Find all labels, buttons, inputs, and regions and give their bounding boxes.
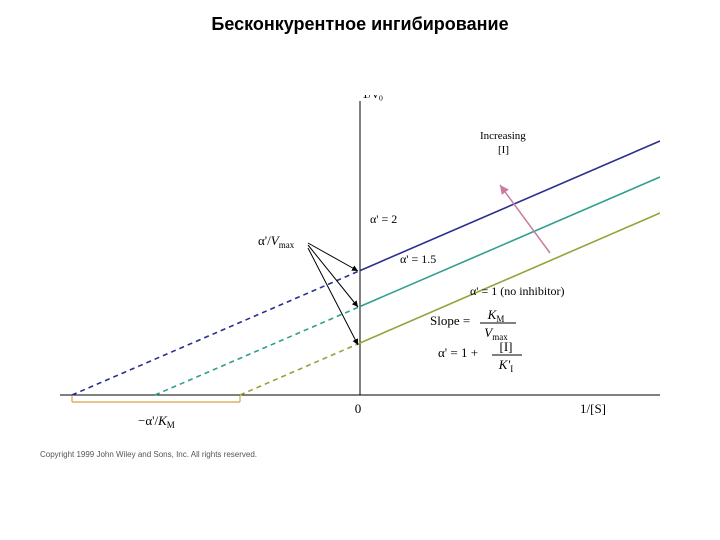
line-label-alpha-1p5: α' = 1.5: [400, 252, 436, 266]
svg-text:[I]: [I]: [500, 339, 513, 354]
km-bracket-label: −α'/KM: [138, 413, 175, 430]
origin-label: 0: [355, 401, 362, 416]
svg-text:K'I: K'I: [498, 357, 513, 374]
intercept-pointer-2: [308, 248, 358, 345]
increasing-label-1: Increasing: [480, 130, 526, 142]
increasing-label-2: [I]: [498, 144, 509, 156]
slope-equation: Slope = KMVmax: [430, 307, 516, 342]
line-label-alpha-2: α' = 2: [370, 212, 397, 226]
intercept-pointer-0: [308, 243, 358, 271]
line-alpha-1p5-dashed: [155, 307, 360, 395]
intercept-label: α'/Vmax: [258, 233, 295, 250]
line-label-no-inhibitor: α' = 1 (no inhibitor): [470, 284, 565, 298]
copyright-text: Copyright 1999 John Wiley and Sons, Inc.…: [40, 450, 257, 459]
y-axis-label: 1/v₀: [362, 95, 383, 101]
line-alpha-2: [360, 141, 660, 271]
x-axis-label: 1/[S]: [580, 401, 606, 416]
svg-text:KM: KM: [487, 307, 505, 324]
page-title: Бесконкурентное ингибирование: [0, 14, 720, 35]
intercept-pointer-1: [308, 245, 358, 307]
svg-text:α' = 1 +: α' = 1 +: [438, 345, 478, 360]
lineweaver-burk-plot: 1/v₀ 1/[S] 0 α' = 1 (no inhibitor) α' = 1.5 α…: [60, 95, 660, 425]
alpha-equation: α' = 1 + [I] K'I: [438, 339, 522, 374]
line-alpha-2-dashed: [72, 271, 360, 395]
svg-text:Slope =: Slope =: [430, 313, 470, 328]
